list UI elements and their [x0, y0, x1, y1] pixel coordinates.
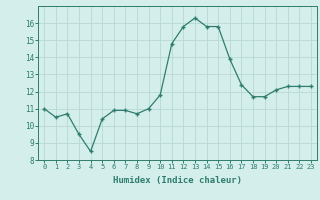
X-axis label: Humidex (Indice chaleur): Humidex (Indice chaleur): [113, 176, 242, 185]
